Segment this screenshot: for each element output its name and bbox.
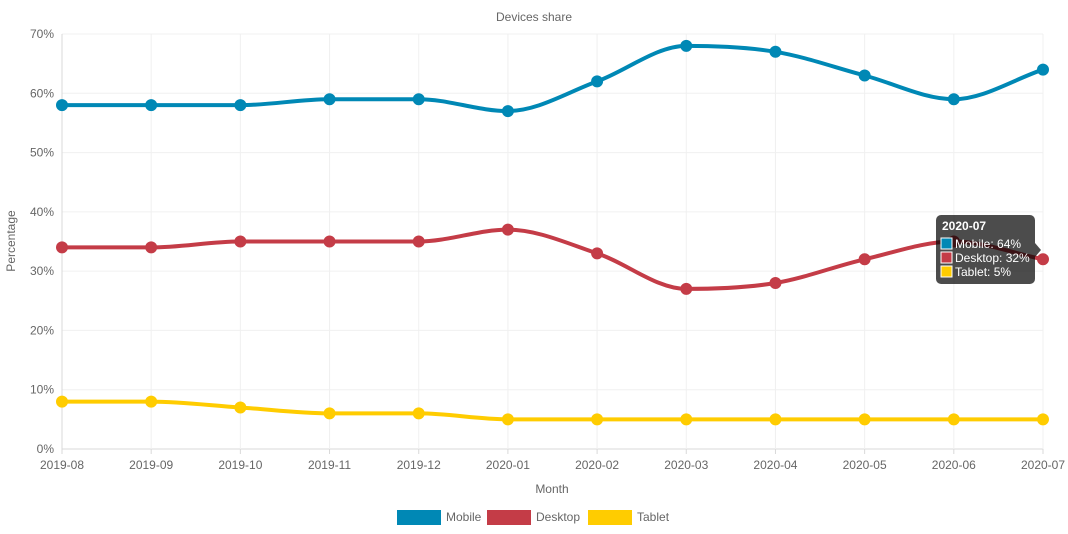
- x-tick-label: 2020-03: [664, 458, 708, 472]
- legend[interactable]: Mobile Desktop Tablet: [397, 510, 670, 525]
- x-tick-label: 2020-06: [932, 458, 976, 472]
- data-point-mobile[interactable]: [769, 45, 782, 58]
- legend-swatch-tablet: [588, 510, 632, 525]
- y-tick-label: 70%: [30, 27, 54, 41]
- y-tick-label: 50%: [30, 146, 54, 160]
- series-layer: [56, 39, 1049, 426]
- data-point-tablet[interactable]: [1037, 413, 1049, 426]
- tooltip-swatch-mobile: [940, 237, 953, 250]
- data-point-mobile[interactable]: [947, 93, 960, 106]
- data-point-mobile[interactable]: [145, 99, 158, 112]
- data-point-tablet[interactable]: [323, 407, 336, 420]
- data-point-desktop[interactable]: [145, 241, 158, 254]
- y-tick-label: 10%: [30, 383, 54, 397]
- data-point-mobile[interactable]: [1037, 63, 1049, 76]
- x-tick-label: 2020-01: [486, 458, 530, 472]
- x-tick-label: 2019-09: [129, 458, 173, 472]
- x-tick-label: 2019-08: [40, 458, 84, 472]
- tooltip-box: [936, 215, 1035, 284]
- legend-item-mobile[interactable]: Mobile: [397, 510, 482, 525]
- data-point-desktop[interactable]: [501, 223, 514, 236]
- data-point-desktop[interactable]: [56, 241, 68, 254]
- tooltip-swatch-desktop: [940, 251, 953, 264]
- x-tick-label: 2019-11: [308, 458, 351, 472]
- legend-item-desktop[interactable]: Desktop: [487, 510, 580, 525]
- data-point-tablet[interactable]: [56, 395, 68, 408]
- tooltip-line-mobile: Mobile: 64%: [955, 237, 1021, 251]
- x-tick-label: 2020-07: [1021, 458, 1065, 472]
- data-point-tablet[interactable]: [591, 413, 604, 426]
- data-point-tablet[interactable]: [145, 395, 158, 408]
- data-point-mobile[interactable]: [323, 93, 336, 106]
- tooltip: 2020-07 Mobile: 64%Desktop: 32%Tablet: 5%: [936, 215, 1041, 284]
- series-tablet: [56, 395, 1049, 426]
- tooltip-title: 2020-07: [942, 219, 986, 233]
- data-point-desktop[interactable]: [680, 282, 693, 295]
- data-point-desktop[interactable]: [1037, 253, 1049, 266]
- data-point-tablet[interactable]: [947, 413, 960, 426]
- x-axis-ticks: 2019-08 2019-09 2019-10 2019-11 2019-12 2020-…: [40, 458, 1065, 472]
- tooltip-line-desktop: Desktop: 32%: [955, 251, 1030, 265]
- data-point-tablet[interactable]: [858, 413, 871, 426]
- x-tick-label: 2019-12: [397, 458, 441, 472]
- chart-title: Devices share: [496, 10, 572, 24]
- data-point-desktop[interactable]: [412, 235, 425, 248]
- series-desktop: [56, 223, 1049, 295]
- tooltip-line-tablet: Tablet: 5%: [955, 265, 1011, 279]
- x-tick-label: 2020-02: [575, 458, 619, 472]
- legend-label-mobile: Mobile: [446, 510, 482, 524]
- y-axis-title: Percentage: [4, 210, 18, 272]
- x-tick-label: 2019-10: [218, 458, 262, 472]
- data-point-desktop[interactable]: [591, 247, 604, 260]
- y-tick-label: 20%: [30, 323, 54, 337]
- data-point-desktop[interactable]: [234, 235, 247, 248]
- y-tick-label: 40%: [30, 205, 54, 219]
- data-point-mobile[interactable]: [56, 99, 68, 112]
- axes: [61, 449, 1044, 454]
- y-axis-ticks: 0% 10% 20% 30% 40% 50% 60% 70%: [30, 27, 54, 456]
- series-line-mobile: [60, 43, 1045, 114]
- data-point-mobile[interactable]: [858, 69, 871, 82]
- tooltip-swatch-tablet: [940, 265, 953, 278]
- data-point-tablet[interactable]: [769, 413, 782, 426]
- series-mobile: [56, 39, 1049, 118]
- y-tick-label: 60%: [30, 86, 54, 100]
- x-tick-label: 2020-04: [753, 458, 797, 472]
- y-tick-label: 30%: [30, 264, 54, 278]
- x-axis-title: Month: [535, 482, 568, 496]
- data-point-mobile[interactable]: [501, 105, 514, 118]
- legend-swatch-desktop: [487, 510, 531, 525]
- data-point-tablet[interactable]: [680, 413, 693, 426]
- data-point-mobile[interactable]: [234, 99, 247, 112]
- data-point-tablet[interactable]: [234, 401, 247, 414]
- legend-label-desktop: Desktop: [536, 510, 580, 524]
- legend-label-tablet: Tablet: [637, 510, 670, 524]
- series-line-desktop: [60, 227, 1045, 291]
- data-point-mobile[interactable]: [680, 39, 693, 52]
- tooltip-caret: [1035, 243, 1041, 257]
- series-line-tablet: [60, 399, 1045, 422]
- data-point-mobile[interactable]: [412, 93, 425, 106]
- data-point-desktop[interactable]: [769, 277, 782, 289]
- data-point-desktop[interactable]: [323, 235, 336, 248]
- y-tick-label: 0%: [37, 442, 55, 456]
- data-point-tablet[interactable]: [412, 407, 425, 420]
- legend-item-tablet[interactable]: Tablet: [588, 510, 670, 525]
- data-point-mobile[interactable]: [591, 75, 604, 88]
- x-tick-label: 2020-05: [843, 458, 887, 472]
- legend-swatch-mobile: [397, 510, 441, 525]
- data-point-desktop[interactable]: [858, 253, 871, 266]
- data-point-tablet[interactable]: [501, 413, 514, 426]
